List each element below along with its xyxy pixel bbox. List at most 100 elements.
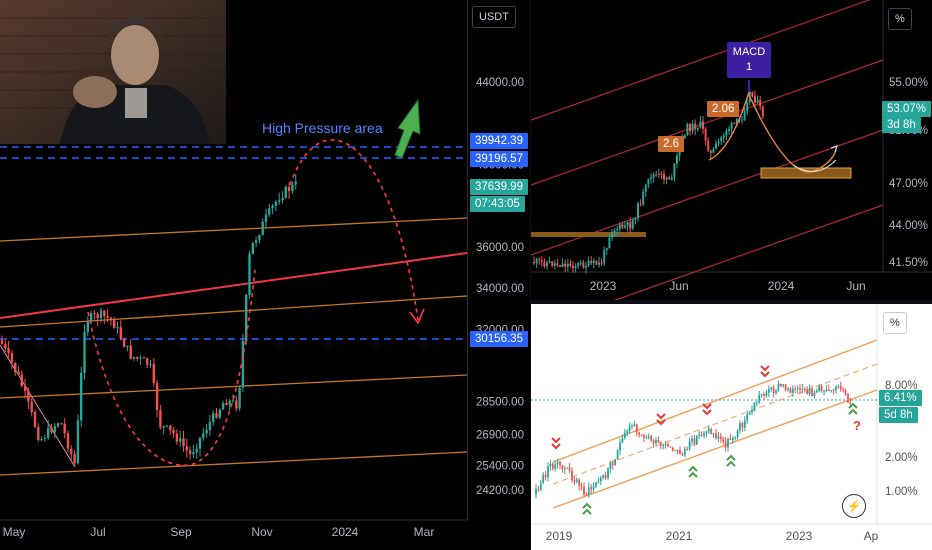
candle-body-tr: [702, 121, 704, 129]
candle-body: [202, 433, 205, 438]
ratio-chart-panel[interactable]: 8.00% 2.00% 1.00% 2019 2021 2023 Ap % 6.41% 5d…: [531, 304, 932, 550]
candle-body-tr: [569, 263, 572, 266]
candle-body-tr: [670, 177, 673, 180]
dominance-chart-panel[interactable]: 55.00%51.00%47.00%44.00%41.50%2023Jun202…: [531, 0, 932, 300]
price-axis[interactable]: [467, 0, 530, 520]
candle-body-br: [631, 425, 633, 427]
channel-line: [0, 451, 468, 476]
candle-body: [60, 423, 63, 425]
candle-body: [99, 310, 103, 319]
candle-body-br: [820, 386, 823, 391]
channel-upper: [552, 339, 878, 463]
candle-body-br: [815, 390, 818, 393]
candle-body: [116, 327, 119, 329]
unit-selector[interactable]: %: [888, 8, 912, 30]
candle-body: [146, 358, 149, 365]
candle-body-tr: [603, 249, 606, 264]
candle-body-br: [655, 440, 657, 444]
candle-body-br: [777, 383, 780, 391]
candle-body-tr: [582, 262, 585, 268]
candle-body-tr: [746, 101, 749, 111]
unit-selector-br[interactable]: %: [883, 312, 907, 334]
candle-body-tr: [566, 263, 569, 267]
price-label-br: 2.00%: [885, 452, 918, 464]
candle-body: [20, 374, 23, 387]
candle-body-br: [813, 392, 816, 396]
channel-mid: [552, 363, 878, 485]
buy-chevron-icon: [582, 502, 592, 509]
candle-body-br: [592, 486, 595, 490]
candle-body-br: [736, 430, 739, 437]
candle-body-tr: [743, 110, 746, 120]
candle-body-br: [566, 467, 569, 469]
candle-body-br: [628, 426, 631, 432]
candle-body: [63, 423, 66, 434]
candle-body-tr: [535, 259, 538, 264]
macd-label: MACD 1: [727, 42, 771, 78]
price-label: 24200.00: [476, 485, 524, 497]
btc-chart-canvas[interactable]: 44000.0040000.0036000.0034000.0032000.00…: [0, 0, 530, 550]
time-label-tr: Jun: [846, 279, 865, 293]
candle-body-br: [758, 394, 761, 403]
candle-body-br: [602, 475, 605, 478]
candle-body-br: [739, 423, 741, 431]
momentum-curve: [708, 91, 750, 161]
candle-body: [40, 438, 43, 440]
candle-body-br: [746, 414, 749, 421]
candle-body-br: [616, 450, 619, 460]
time-label: Mar: [414, 525, 435, 539]
candle-body-br: [803, 388, 806, 390]
candle-body-tr: [556, 263, 559, 266]
ratio-chart-canvas[interactable]: 8.00% 2.00% 1.00% 2019 2021 2023 Ap: [531, 304, 932, 550]
candle-body-tr: [639, 203, 642, 205]
candle-body-br: [837, 386, 840, 388]
candle-body-tr: [613, 230, 616, 233]
candle-body-tr: [683, 135, 686, 139]
current-value-tag: 53.07%: [882, 101, 932, 117]
btc-chart-panel[interactable]: 44000.0040000.0036000.0034000.0032000.00…: [0, 0, 530, 550]
candle-body-tr: [546, 262, 548, 267]
candle-body-tr: [696, 127, 699, 130]
candle-body-tr: [644, 184, 647, 192]
price-label-br: 8.00%: [885, 380, 918, 392]
candle-body-tr: [756, 99, 759, 103]
dominance-chart-canvas[interactable]: 55.00%51.00%47.00%44.00%41.50%2023Jun202…: [531, 0, 932, 300]
lightning-icon[interactable]: ⚡: [842, 494, 866, 518]
candle-body: [47, 427, 50, 438]
candle-body: [208, 422, 212, 431]
candle-body-br: [717, 436, 720, 439]
currency-selector[interactable]: USDT: [472, 6, 516, 28]
candle-body: [122, 338, 126, 347]
candle-body-br: [710, 428, 713, 435]
candle-body-br: [830, 390, 833, 392]
candle-body-br: [707, 428, 710, 432]
candle-body: [93, 313, 96, 315]
candle-body-br: [789, 388, 792, 393]
candle-body-br: [698, 434, 701, 437]
candle-body: [142, 357, 146, 359]
projection-arrowhead: [409, 308, 425, 325]
candle-body-br: [763, 394, 765, 396]
candle-body-br: [779, 383, 782, 387]
candle-body-tr: [590, 260, 593, 264]
candle-body-br: [823, 390, 825, 392]
candle-body-tr: [704, 128, 707, 141]
candle-body-br: [688, 441, 691, 450]
candle-body: [225, 403, 228, 406]
candle-body: [271, 205, 274, 209]
candle-body-br: [643, 435, 645, 438]
candle-body: [245, 294, 248, 341]
candle-body: [254, 240, 258, 243]
candle-body-tr: [647, 178, 650, 185]
price-label: 36000.00: [476, 242, 524, 254]
candle-body-br: [667, 444, 669, 447]
candle-body-tr: [616, 229, 619, 231]
projection-curve: [289, 139, 419, 321]
time-label-br: 2023: [786, 529, 813, 543]
candle-body-br: [539, 483, 542, 490]
candle-body-br: [849, 402, 852, 404]
candle-body-br: [700, 434, 703, 436]
candle-body-br: [741, 423, 744, 428]
sell-chevron-icon: [551, 443, 561, 450]
candle-body-br: [595, 482, 597, 487]
